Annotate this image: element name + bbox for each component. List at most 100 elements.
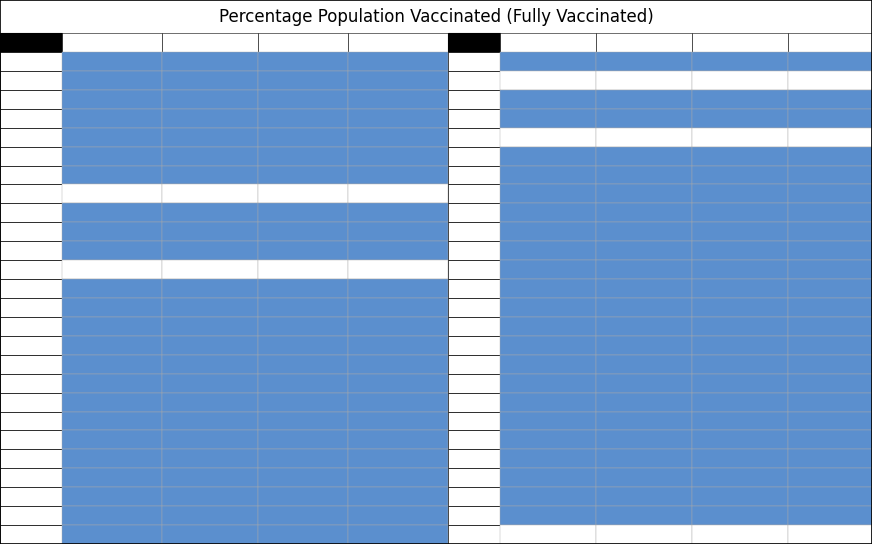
Text: 71.3%: 71.3% xyxy=(654,264,689,275)
Text: 56.3%: 56.3% xyxy=(410,94,445,104)
Text: 64.7%: 64.7% xyxy=(410,57,445,66)
Text: PA: PA xyxy=(452,283,467,294)
Text: 78.1%: 78.1% xyxy=(654,151,689,161)
Text: 65.3%: 65.3% xyxy=(835,341,869,350)
Text: 63.8%: 63.8% xyxy=(410,283,445,294)
Text: CT: CT xyxy=(3,170,19,180)
Text: 57.2%: 57.2% xyxy=(310,341,344,350)
Text: 71.8%: 71.8% xyxy=(220,208,255,218)
Text: SC: SC xyxy=(452,322,467,331)
Text: 70.4%: 70.4% xyxy=(220,322,255,331)
Text: MO: MO xyxy=(3,511,24,521)
Text: 59.1%: 59.1% xyxy=(654,322,689,331)
Text: WA: WA xyxy=(452,454,472,464)
Text: 52.6%: 52.6% xyxy=(310,76,344,85)
Text: AZ: AZ xyxy=(3,113,20,123)
Text: 65.4%: 65.4% xyxy=(750,113,785,123)
Text: 56.0%: 56.0% xyxy=(834,359,869,369)
Text: 82.2%: 82.2% xyxy=(124,416,159,426)
Text: OR: OR xyxy=(452,264,469,275)
Text: 52.6%: 52.6% xyxy=(835,511,869,521)
Text: DE: DE xyxy=(3,208,20,218)
Text: 74.8%: 74.8% xyxy=(558,454,592,464)
Text: 62.7%: 62.7% xyxy=(654,189,689,199)
Text: 82.1%: 82.1% xyxy=(310,170,344,180)
Text: GA: GA xyxy=(3,246,21,256)
Text: 52.3%: 52.3% xyxy=(558,511,592,521)
Text: 64.5%: 64.5% xyxy=(220,57,255,66)
Text: 78.6%: 78.6% xyxy=(310,435,344,445)
Text: 53.3%: 53.3% xyxy=(220,529,255,540)
Text: State: State xyxy=(13,36,49,49)
Text: 71.5%: 71.5% xyxy=(558,283,592,294)
Text: Not reported: Not reported xyxy=(600,76,670,85)
Text: 55.8%: 55.8% xyxy=(654,359,689,369)
Text: 72.1%: 72.1% xyxy=(835,283,869,294)
Text: 71.9%: 71.9% xyxy=(750,283,785,294)
Text: 70.6%: 70.6% xyxy=(310,322,344,331)
Text: 86.3%: 86.3% xyxy=(654,302,689,312)
Text: 75.2%: 75.2% xyxy=(835,454,869,464)
Text: 78.8%: 78.8% xyxy=(410,435,445,445)
Text: 66.1%: 66.1% xyxy=(835,397,869,407)
Text: 84.4%: 84.4% xyxy=(835,435,869,445)
Text: 63.9%: 63.9% xyxy=(220,113,255,123)
Text: 74.3%: 74.3% xyxy=(310,132,344,142)
Text: 61.8%: 61.8% xyxy=(310,473,344,483)
Text: 82.7%: 82.7% xyxy=(310,416,344,426)
Text: 62.9%: 62.9% xyxy=(835,189,869,199)
Text: 59.0%: 59.0% xyxy=(220,378,255,388)
Text: 71.8%: 71.8% xyxy=(124,208,159,218)
Text: 62.6%: 62.6% xyxy=(558,189,592,199)
Text: 10/25/2022: 10/25/2022 xyxy=(514,36,582,49)
Text: 55.9%: 55.9% xyxy=(750,359,785,369)
Text: 78.2%: 78.2% xyxy=(750,151,785,161)
Text: 62.5%: 62.5% xyxy=(654,378,689,388)
Text: Not reported: Not reported xyxy=(262,264,331,275)
Text: NC: NC xyxy=(452,76,468,85)
Text: 56.5%: 56.5% xyxy=(220,246,255,256)
Text: TX: TX xyxy=(452,378,467,388)
Text: 71.2%: 71.2% xyxy=(220,492,255,502)
Text: 74.9%: 74.9% xyxy=(654,454,689,464)
Text: ID: ID xyxy=(3,302,17,312)
Text: 11/1/2022: 11/1/2022 xyxy=(614,36,674,49)
Text: 59.9%: 59.9% xyxy=(750,227,785,237)
Text: 78.3%: 78.3% xyxy=(124,435,159,445)
Text: Not reported: Not reported xyxy=(65,189,135,199)
Text: 56.0%: 56.0% xyxy=(410,302,445,312)
Text: NV: NV xyxy=(452,189,469,199)
Text: 74.2%: 74.2% xyxy=(220,132,255,142)
Text: 57.6%: 57.6% xyxy=(654,94,689,104)
Text: 59.0%: 59.0% xyxy=(558,322,592,331)
Text: 75.6%: 75.6% xyxy=(654,416,689,426)
Text: MA: MA xyxy=(3,416,23,426)
Text: 54.7%: 54.7% xyxy=(220,397,255,407)
Text: ND: ND xyxy=(452,94,470,104)
Text: 82.5%: 82.5% xyxy=(220,416,255,426)
Text: 79.7%: 79.7% xyxy=(750,208,785,218)
Text: 79.8%: 79.8% xyxy=(835,208,869,218)
Text: 82.2%: 82.2% xyxy=(410,170,445,180)
Text: 65.1%: 65.1% xyxy=(750,341,785,350)
Text: NY: NY xyxy=(452,208,468,218)
Text: CA: CA xyxy=(3,132,20,142)
Text: 59.1%: 59.1% xyxy=(310,378,344,388)
Text: 11/15/2022: 11/15/2022 xyxy=(364,36,432,49)
Text: 72.7%: 72.7% xyxy=(310,151,344,161)
Text: 81.8%: 81.8% xyxy=(124,170,159,180)
Text: 64.1%: 64.1% xyxy=(124,359,159,369)
Text: 71.7%: 71.7% xyxy=(654,283,689,294)
Text: 11/15/2022: 11/15/2022 xyxy=(796,36,864,49)
Text: AR: AR xyxy=(3,94,20,104)
Text: NE: NE xyxy=(452,113,468,123)
Text: 78.4%: 78.4% xyxy=(220,435,255,445)
Text: 59.7%: 59.7% xyxy=(750,246,785,256)
Text: 58.0%: 58.0% xyxy=(124,511,159,521)
Text: 59.7%: 59.7% xyxy=(558,227,592,237)
Text: 62.4%: 62.4% xyxy=(558,378,592,388)
Text: 65.3%: 65.3% xyxy=(558,113,592,123)
Text: 56.2%: 56.2% xyxy=(310,94,344,104)
Text: UT: UT xyxy=(452,397,467,407)
Text: 78.3%: 78.3% xyxy=(835,151,869,161)
